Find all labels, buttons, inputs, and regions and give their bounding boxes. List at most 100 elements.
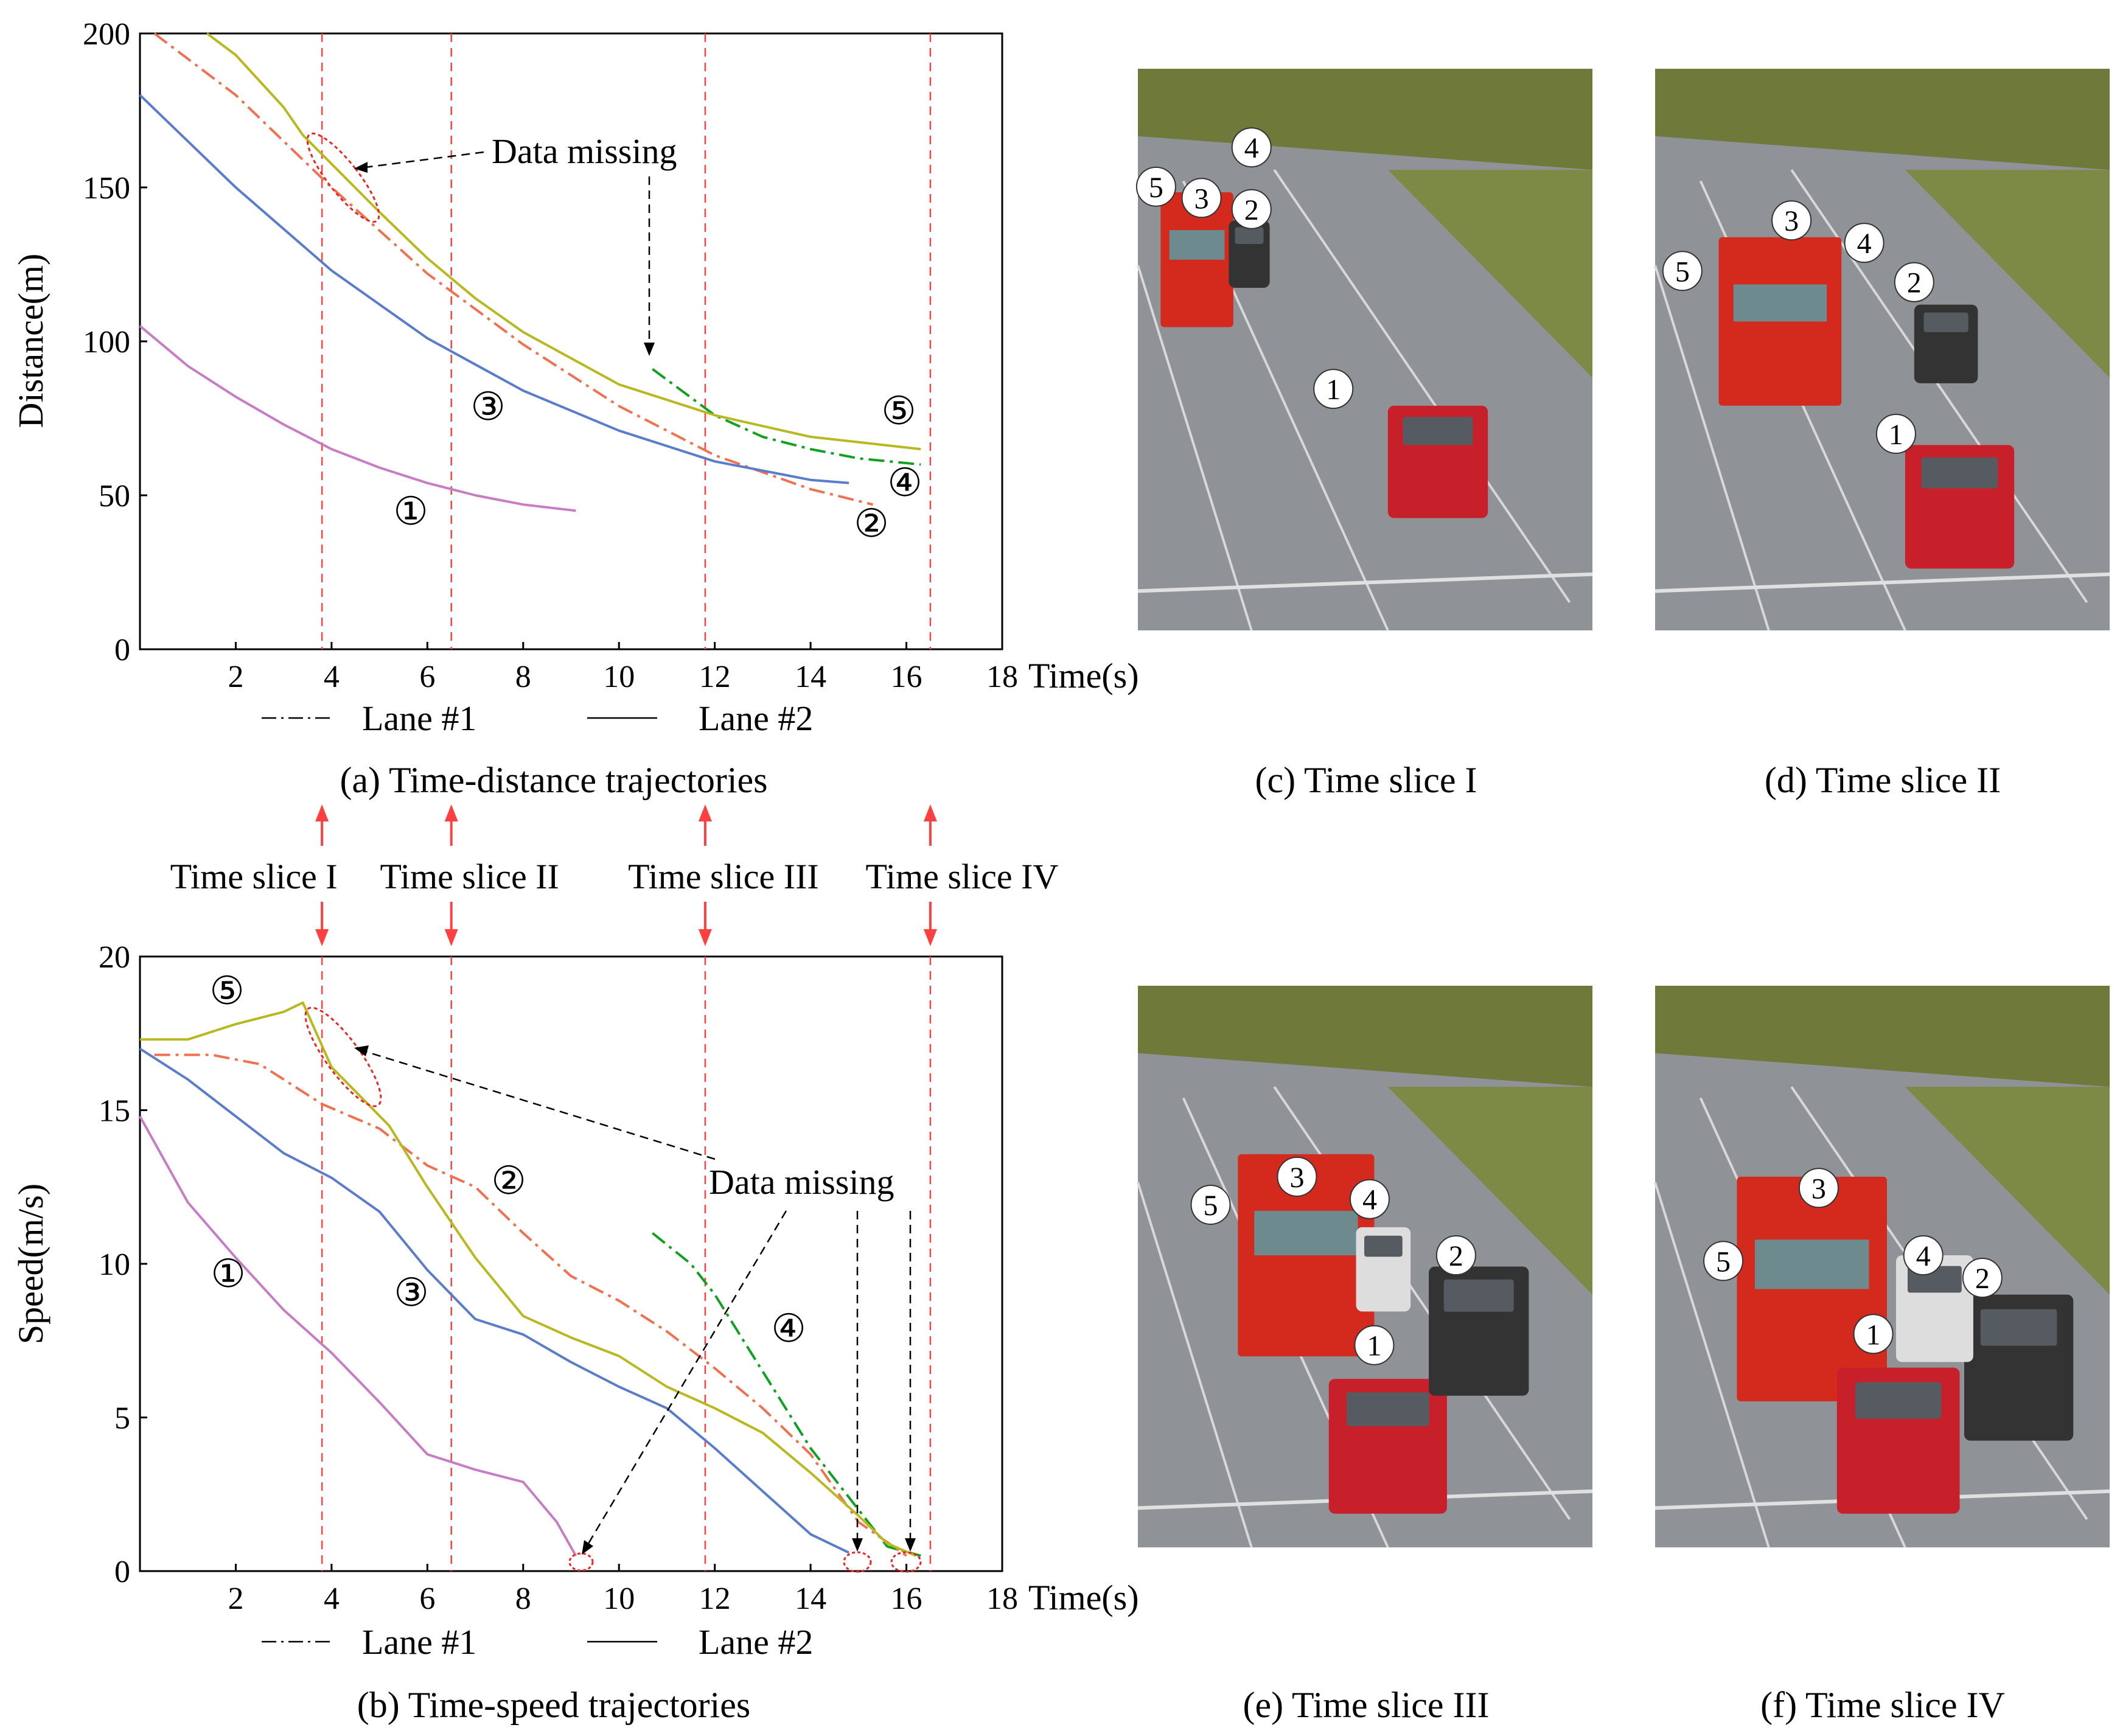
photo-e-trees	[1138, 986, 1592, 1087]
photo-c-marker-circle-1	[1313, 369, 1354, 410]
chart-b-missing-ellipse-3	[890, 1551, 922, 1573]
chart-b-frame	[139, 955, 1003, 1572]
photo-f-marker-circle-1	[1853, 1314, 1894, 1354]
chart-b-xtick-label-4: 10	[603, 1581, 635, 1616]
chart-a-missing-arrowhead-2	[644, 343, 655, 356]
photo-c-lane-line-0	[1137, 265, 1253, 631]
photo-caption-c: (c) Time slice I	[1255, 760, 1477, 800]
slice-label-1: Time slice I	[170, 857, 338, 896]
photo-d-marker-circle-5	[1662, 251, 1703, 291]
time-slice-arrows: Time slice I Time slice II Time slice III T…	[170, 804, 1058, 946]
photo-c-marker-label-3: 3	[1194, 183, 1209, 215]
chart-b-missing-arrowhead-2	[852, 1538, 863, 1552]
photo-e-marker-circle-4	[1349, 1179, 1390, 1219]
photo-d-marker-circle-4	[1844, 223, 1885, 263]
chart-a-ytick-label-3: 150	[83, 171, 130, 206]
photo-f-trees	[1655, 986, 2110, 1087]
photo-e-grass	[1387, 1087, 1592, 1295]
chart-a-xtick-label-8: 18	[986, 660, 1018, 694]
chart-b-xtick-label-1: 4	[324, 1581, 340, 1616]
chart-b-marker-3: ③	[394, 1271, 428, 1314]
slice-label-3: Time slice III	[628, 857, 819, 896]
photo-caption-d: (d) Time slice II	[1765, 760, 2001, 800]
chart-b-marker-2: ②	[491, 1159, 526, 1202]
photo-d-trees	[1655, 69, 2110, 170]
chart-b-missing-arrow-main	[364, 1050, 716, 1160]
photo-e-car-window-1	[1443, 1279, 1514, 1312]
photo-c-marker-label-1: 1	[1326, 374, 1341, 406]
chart-b-ytick-label-4: 20	[99, 940, 130, 975]
slice-arrow-up-head-1	[315, 804, 329, 821]
photo-c-car-window-0	[1403, 417, 1473, 445]
photo-d-grass	[1905, 170, 2110, 378]
photo-e-marker-label-1: 1	[1367, 1330, 1381, 1362]
chart-b-xtick-label-3: 8	[515, 1581, 531, 1616]
chart-a-xtick-label-6: 14	[795, 660, 826, 694]
photo-c-grass	[1387, 170, 1592, 378]
photo-c-car-window-1	[1235, 227, 1264, 244]
photo-c-marker-label-2: 2	[1244, 194, 1259, 226]
photo-e-car-window-2	[1364, 1235, 1403, 1257]
photo-e-marker-label-5: 5	[1204, 1190, 1218, 1222]
photo-f-lane-line-0	[1654, 1182, 1770, 1548]
photo-d-marker-label-2: 2	[1907, 267, 1922, 299]
chart-b-xtick-label-6: 14	[795, 1581, 826, 1616]
chart-b-missing-ellipse-1	[568, 1552, 594, 1572]
chart-b-marker-4: ④	[771, 1307, 806, 1350]
chart-b-xtick-label-5: 12	[699, 1581, 731, 1616]
photo-f-marker-circle-3	[1798, 1168, 1839, 1208]
slice-label-2: Time slice II	[380, 857, 559, 896]
chart-b-ytick-label-3: 15	[99, 1094, 130, 1129]
chart-b-xtick-label-0: 2	[228, 1581, 243, 1616]
chart-b-marker-5: ⑤	[209, 969, 244, 1013]
chart-a-marker-2: ②	[854, 502, 888, 545]
chart-a-annotation: Data missing	[492, 131, 677, 171]
chart-a-marker-4: ④	[887, 461, 922, 504]
chart-b-series-3	[139, 1047, 849, 1554]
chart-a-slice-lines	[321, 33, 932, 649]
chart-a-marker-5: ⑤	[881, 389, 916, 433]
slice-arrow-down-head-2	[444, 929, 458, 946]
photo-e-lane-line-0	[1137, 1182, 1253, 1548]
photo-caption-f: (f) Time slice IV	[1760, 1685, 2005, 1725]
photo-f-marker-label-5: 5	[1716, 1246, 1731, 1278]
chart-a-missing-arrow-1	[364, 151, 484, 169]
chart-b-ytick-label-1: 5	[114, 1401, 130, 1436]
chart-b-legend-lane2: Lane #2	[699, 1622, 813, 1662]
photo-c-trees	[1138, 69, 1592, 170]
chart-b-annotation: Data missing	[709, 1162, 894, 1202]
chart-b-series-1	[139, 1115, 577, 1556]
photo-caption-e: (e) Time slice III	[1243, 1685, 1490, 1725]
chart-b-missing-arrowhead-1	[582, 1540, 593, 1555]
photo-e-marker-label-2: 2	[1449, 1240, 1463, 1272]
chart-b-xtick-label-8: 18	[986, 1581, 1018, 1616]
chart-a-series-4	[652, 368, 921, 466]
photo-c-marker-circle-5	[1135, 166, 1176, 207]
chart-a-series-3	[139, 94, 849, 484]
photo-e-marker-circle-5	[1190, 1184, 1231, 1225]
photo-e-marker-label-3: 3	[1289, 1162, 1304, 1194]
photo-f-marker-circle-5	[1703, 1241, 1744, 1281]
photo-d-lane-line-0	[1654, 265, 1770, 631]
chart-a-ytick-label-4: 200	[83, 17, 130, 52]
photo-d-marker-circle-2	[1894, 262, 1934, 302]
photo-d-car-window-1	[1923, 312, 1968, 332]
photo-f-marker-label-2: 2	[1975, 1263, 1990, 1295]
chart-b-missing-ellipse-2	[843, 1551, 872, 1573]
chart-a-ticks: 2 4 6 8 10 12 14 16 18 0 50 100 150 200	[83, 17, 1018, 694]
photo-f-marker-label-3: 3	[1811, 1173, 1826, 1205]
chart-b-missing-arrowhead-main	[354, 1045, 369, 1056]
chart-b-missing-arrow-1	[586, 1210, 787, 1546]
chart-a-marker-3: ③	[470, 385, 505, 428]
chart-a-caption: (a) Time-distance trajectories	[340, 760, 767, 800]
chart-b-caption: (b) Time-speed trajectories	[357, 1685, 751, 1725]
chart-a-xtick-label-3: 8	[515, 660, 531, 694]
chart-a-series-1	[139, 325, 576, 512]
photo-c-marker-circle-2	[1231, 189, 1272, 229]
chart-b-marker-1: ①	[211, 1252, 245, 1295]
chart-b-series-5	[140, 1001, 917, 1557]
chart-a-xtick-label-5: 12	[699, 660, 731, 694]
slice-arrow-up-head-3	[698, 804, 712, 821]
